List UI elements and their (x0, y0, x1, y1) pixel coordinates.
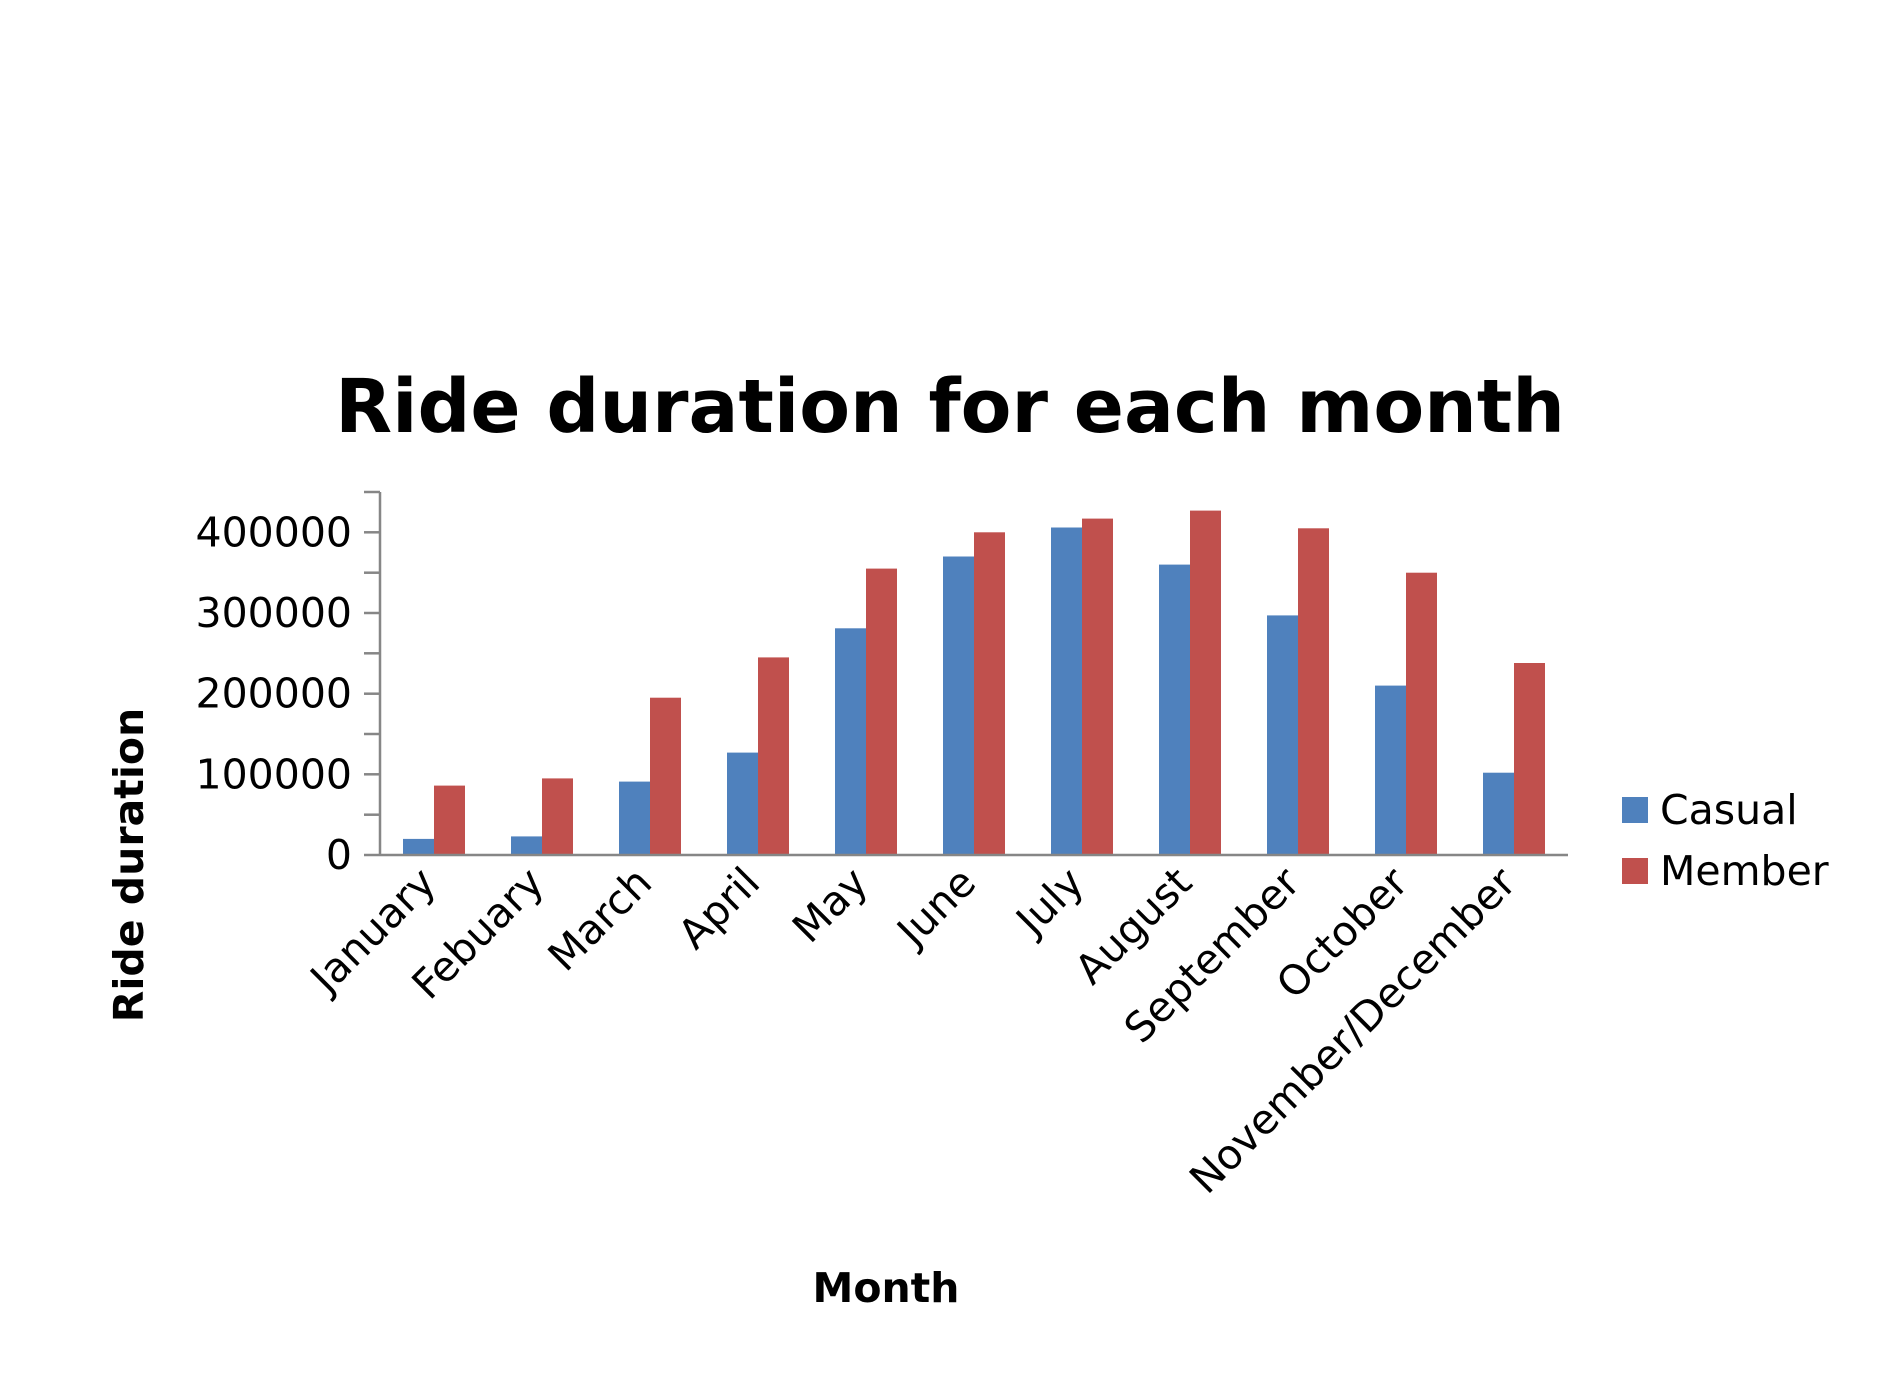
y-axis-title: Ride duration (105, 708, 153, 1023)
bar-casual-9 (1267, 615, 1298, 855)
bar-member-3 (650, 697, 681, 855)
bar-member-4 (758, 657, 789, 855)
bar-casual-3 (619, 781, 650, 855)
x-tick-label: July (1005, 858, 1093, 946)
y-tick-label: 0 (326, 831, 352, 879)
bar-casual-5 (835, 628, 866, 855)
bar-member-9 (1298, 528, 1329, 855)
bar-member-8 (1190, 510, 1221, 855)
legend: Casual Member (1622, 786, 1829, 895)
bar-casual-8 (1159, 564, 1190, 855)
y-tick-label: 300000 (195, 589, 352, 637)
bar-casual-7 (1051, 527, 1082, 855)
bars-layer (403, 510, 1545, 855)
bar-member-10 (1406, 572, 1437, 855)
bar-casual-6 (943, 556, 974, 855)
chart-title: Ride duration for each month (335, 364, 1565, 450)
x-tick-label: June (886, 858, 985, 957)
bar-casual-11 (1483, 772, 1514, 855)
bar-member-7 (1082, 518, 1113, 855)
bar-casual-1 (403, 838, 434, 855)
bar-casual-10 (1375, 685, 1406, 855)
legend-label-member: Member (1660, 847, 1829, 895)
legend-swatch-casual (1622, 797, 1648, 823)
x-tick-label: May (783, 858, 877, 952)
y-tick-label: 100000 (195, 750, 352, 798)
bar-member-5 (866, 568, 897, 855)
bar-member-11 (1514, 663, 1545, 855)
legend-swatch-member (1622, 858, 1648, 884)
y-tick-label: 400000 (195, 508, 352, 556)
bar-member-2 (542, 778, 573, 855)
y-tick-label: 200000 (195, 670, 352, 718)
y-tick-labels: 0 100000 200000 300000 400000 (195, 508, 352, 879)
x-axis-title: Month (813, 1264, 960, 1312)
x-tick-label: March (539, 858, 661, 980)
bar-casual-2 (511, 836, 542, 855)
x-tick-label: April (669, 858, 769, 958)
bar-member-1 (434, 785, 465, 855)
legend-label-casual: Casual (1660, 786, 1798, 834)
axes-layer (364, 490, 1568, 857)
bar-casual-4 (727, 752, 758, 855)
bar-member-6 (974, 532, 1005, 855)
